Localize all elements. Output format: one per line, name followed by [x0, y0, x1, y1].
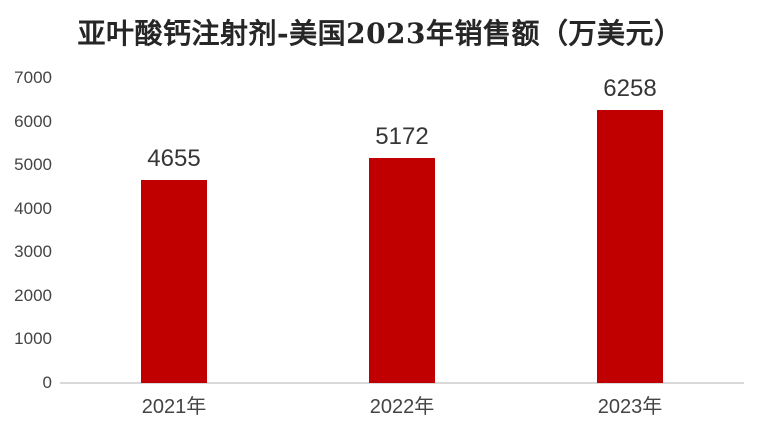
- x-axis-label: 2022年: [369, 396, 435, 418]
- y-tick-label: 6000: [14, 111, 52, 131]
- x-axis-label: 2021年: [141, 396, 207, 418]
- x-axis-line: [60, 382, 744, 384]
- y-tick-label: 3000: [14, 242, 52, 262]
- y-tick-label: 7000: [14, 68, 52, 87]
- bar: [369, 157, 435, 383]
- bar-value-label: 4655: [147, 145, 201, 173]
- y-tick-label: 5000: [14, 155, 52, 175]
- y-tick-label: 0: [42, 373, 52, 392]
- y-tick-label: 2000: [14, 285, 52, 305]
- y-tick-label: 1000: [14, 329, 52, 349]
- chart-title: 亚叶酸钙注射剂-美国2023年销售额（万美元）: [77, 17, 683, 50]
- bar-value-label: 5172: [375, 122, 429, 150]
- bar-value-label: 6258: [603, 75, 657, 103]
- bar: [597, 110, 663, 383]
- y-tick-label: 4000: [14, 198, 52, 218]
- bar: [141, 180, 207, 383]
- x-axis-label: 2023年: [597, 396, 663, 418]
